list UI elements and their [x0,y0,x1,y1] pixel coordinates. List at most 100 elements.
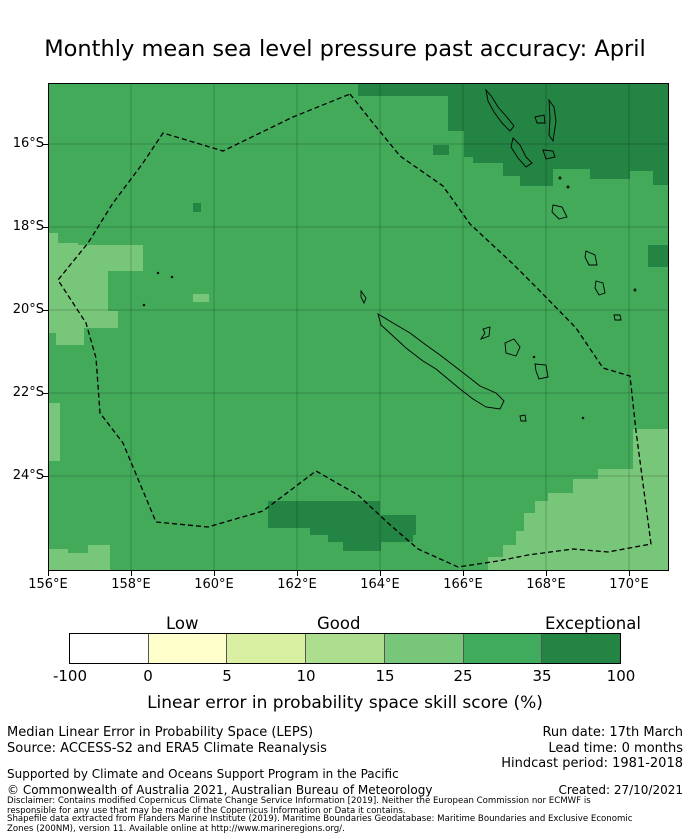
created-date: Created: 27/10/2021 [558,783,683,797]
skill-map [48,83,669,571]
lon-label: 168°E [526,577,566,592]
island-coast [485,88,515,132]
island-coast [479,326,491,340]
lon-tick [297,571,298,576]
lon-label: 160°E [194,577,234,592]
dark-patch [648,245,669,267]
disclaimer-line: Zones (200NM), version 11. Available onl… [7,824,345,834]
islet [532,355,536,359]
disclaimer-line: responsible for any use that may be made… [7,806,406,816]
island-coast [584,250,598,266]
island-coast [542,149,556,160]
map-title: Monthly mean sea level pressure past acc… [44,36,646,62]
light-patch [48,403,60,461]
lat-label: 22°S [12,385,44,400]
source-text: Source: ACCESS-S2 and ERA5 Climate Reana… [7,741,327,756]
south-dark-region [268,501,416,551]
colorbar-tick: 25 [453,667,473,685]
lat-tick [43,393,48,394]
colorbar-segment [384,634,464,663]
island-coast [534,363,549,380]
colorbar-segment [227,634,307,663]
good-skill-regions [48,233,669,571]
lon-tick [48,571,49,576]
dark-patch [433,145,449,155]
colorbar-label: Linear error in probability space skill … [147,693,543,713]
disclaimer-line: Shapefile data extracted from Flanders M… [7,814,633,824]
graticule [48,83,669,571]
lon-label: 164°E [360,577,400,592]
category-exceptional: Exceptional [545,614,641,633]
colorbar-tick: 35 [532,667,552,685]
islet [633,288,637,292]
colorbar-tick: 5 [222,667,232,685]
lat-label: 24°S [12,468,44,483]
lat-label: 18°S [12,219,44,234]
colorbar-segment [148,634,228,663]
category-low: Low [166,614,199,633]
lat-tick [43,310,48,311]
lon-tick [214,571,215,576]
lead-time: Lead time: 0 months [548,741,683,756]
light-patch [193,294,209,302]
lat-label: 16°S [12,136,44,151]
dark-patch [193,203,201,212]
islet [566,185,570,189]
new-caledonia-coast [377,313,505,410]
colorbar-tick: 100 [606,667,636,685]
category-good: Good [317,614,361,633]
island-coast [548,98,557,143]
lat-tick [43,227,48,228]
colorbar-tick: 0 [143,667,153,685]
colorbar-tick: 15 [375,667,395,685]
lon-label: 156°E [28,577,68,592]
islet [142,303,146,307]
lon-label: 158°E [111,577,151,592]
islet [558,176,562,180]
colorbar-segment [70,634,149,663]
lat-tick [43,144,48,145]
northeast-dark-region [292,83,669,186]
lon-tick [629,571,630,576]
west-light-region [48,233,143,345]
eez-boundary [57,93,652,568]
copyright-text: © Commonwealth of Australia 2021, Austra… [7,783,433,797]
lon-tick [463,571,464,576]
lon-label: 166°E [443,577,483,592]
colorbar-tick: 10 [296,667,316,685]
map-frame [48,83,669,571]
disclaimer-line: Disclaimer: Contains modified Copernicus… [7,796,591,806]
light-patch [48,545,110,571]
lon-label: 170°E [609,577,649,592]
islet [170,275,174,279]
island-coast [360,289,367,305]
islet [581,416,585,420]
southeast-light-region [488,429,669,571]
support-text: Supported by Climate and Oceans Support … [7,767,399,781]
hindcast-period: Hindcast period: 1981-2018 [501,756,683,771]
lon-label: 162°E [277,577,317,592]
islet [156,271,160,275]
island-coast [510,137,533,168]
coastlines [142,88,637,422]
colorbar-segment [463,634,543,663]
lat-tick [43,476,48,477]
island-coast [613,314,622,321]
exceptional-skill-regions [193,83,669,551]
colorbar [69,633,621,664]
island-coast [534,114,546,124]
island-coast [504,338,521,357]
island-coast [519,414,527,422]
lon-tick [380,571,381,576]
island-coast [551,204,568,220]
lon-tick [131,571,132,576]
colorbar-segment [306,634,385,663]
lon-tick [546,571,547,576]
skill-map-svg [48,83,669,571]
island-coast [594,280,606,296]
metric-text: Median Linear Error in Probability Space… [7,725,314,740]
colorbar-tick: -100 [52,667,88,685]
lat-label: 20°S [12,302,44,317]
colorbar-segment [542,634,621,663]
run-date: Run date: 17th March [542,725,683,740]
